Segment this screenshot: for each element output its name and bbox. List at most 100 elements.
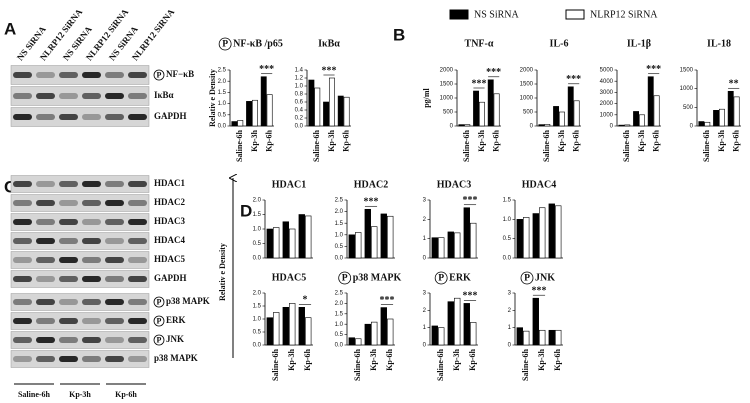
y-tick-label: 500 <box>443 110 454 116</box>
blot-band <box>128 356 147 362</box>
bar <box>558 111 565 127</box>
blot-band <box>128 181 147 187</box>
blot-band <box>82 181 101 187</box>
y-axis-label: Relativ e Density <box>208 69 217 127</box>
y-tick-label: 2 <box>423 308 427 314</box>
chart-title: IL-6 <box>550 38 569 49</box>
x-tick-label: Kp-3h <box>477 129 486 151</box>
bar <box>573 100 580 127</box>
panel-letter: D <box>240 201 252 220</box>
legend-swatch <box>565 9 585 20</box>
y-axis-label: Relativ e Density <box>218 243 227 301</box>
bar <box>305 215 312 259</box>
x-tick-label: Kp-3h <box>452 348 461 370</box>
blot-band <box>105 181 124 187</box>
chart-title: TNF-α <box>465 38 494 49</box>
bar <box>380 307 387 346</box>
x-tick-label: Kp-3h <box>327 129 336 151</box>
blot-band <box>82 257 101 263</box>
y-tick-label: 0 <box>450 124 454 130</box>
bar <box>454 232 461 259</box>
bar <box>314 87 321 127</box>
bar <box>251 99 258 127</box>
y-tick-label: 1000 <box>440 96 454 102</box>
significance: *** <box>463 291 478 302</box>
chart-title: IL-1β <box>627 38 651 49</box>
y-tick-label: 5000 <box>600 68 614 74</box>
blot-band <box>59 299 78 305</box>
phospho-symbol: P <box>438 273 444 284</box>
chart-title: HDAC5 <box>272 272 306 283</box>
blot-band <box>36 318 55 324</box>
x-tick-label: Saline-6h <box>542 129 551 162</box>
phospho-circle <box>520 271 534 285</box>
bar <box>231 121 238 127</box>
bar <box>633 111 640 127</box>
phospho-symbol: P <box>157 335 162 344</box>
bar <box>618 124 625 127</box>
phospho-symbol: P <box>342 273 348 284</box>
phospho-circle <box>153 69 165 81</box>
bar <box>305 317 312 346</box>
y-tick-label: 1500 <box>440 82 454 88</box>
blot-band <box>59 93 78 99</box>
blot-strip <box>10 312 150 330</box>
y-tick-label: 0.0 <box>253 343 262 349</box>
chart-title: JNK <box>535 272 555 283</box>
bar <box>463 303 470 346</box>
bar <box>523 330 530 346</box>
blot-band <box>59 257 78 263</box>
blot-band <box>13 114 32 120</box>
phospho-symbol: P <box>222 39 228 50</box>
y-tick-label: 2 <box>508 308 512 314</box>
significance: ** <box>729 79 739 90</box>
blot-band <box>128 257 147 263</box>
y-tick-label: 0.5 <box>253 330 262 336</box>
blot-band <box>36 72 55 78</box>
blot-band <box>128 72 147 78</box>
blot-band <box>59 219 78 225</box>
y-tick-label: 2.0 <box>335 301 344 307</box>
bar <box>260 76 267 127</box>
blot-band <box>59 181 78 187</box>
blot-band <box>82 318 101 324</box>
bar <box>308 79 315 127</box>
phospho-circle <box>153 296 165 308</box>
blot-band <box>128 276 147 282</box>
y-tick-label: 2.5 <box>218 68 227 74</box>
blot-band <box>36 356 55 362</box>
blot-row-label: GAPDH <box>154 273 187 283</box>
bar <box>348 337 355 346</box>
blot-row-label: p38 MAPK <box>166 296 210 306</box>
blot-band <box>13 276 32 282</box>
blot-band <box>82 219 101 225</box>
bar <box>447 301 454 346</box>
blot-band <box>105 219 124 225</box>
bar <box>298 214 305 259</box>
y-tick-label: 1000 <box>600 112 614 118</box>
significance: *** <box>463 195 478 206</box>
y-tick-label: 0.5 <box>335 332 344 338</box>
bar <box>298 306 305 346</box>
bar <box>458 124 465 127</box>
bar <box>328 77 335 127</box>
blot-band <box>13 72 32 78</box>
blot-band <box>36 200 55 206</box>
blot-band <box>105 114 124 120</box>
blot-band <box>105 299 124 305</box>
blot-row-label: ERK <box>166 315 186 325</box>
y-tick-label: 0.5 <box>218 112 227 118</box>
chart-title: IL-18 <box>707 38 731 49</box>
bar <box>289 228 296 259</box>
bar <box>364 323 371 346</box>
blot-band <box>105 337 124 343</box>
blot-strip <box>10 232 150 250</box>
chart-title: HDAC1 <box>272 179 306 190</box>
x-tick-label: Kp-6h <box>341 129 350 151</box>
y-tick-label: 2.0 <box>253 291 262 297</box>
blot-band <box>36 299 55 305</box>
blot-band <box>13 219 32 225</box>
blot-band <box>82 93 101 99</box>
group-label: Saline-6h <box>18 390 51 399</box>
chart-title: HDAC3 <box>437 179 471 190</box>
